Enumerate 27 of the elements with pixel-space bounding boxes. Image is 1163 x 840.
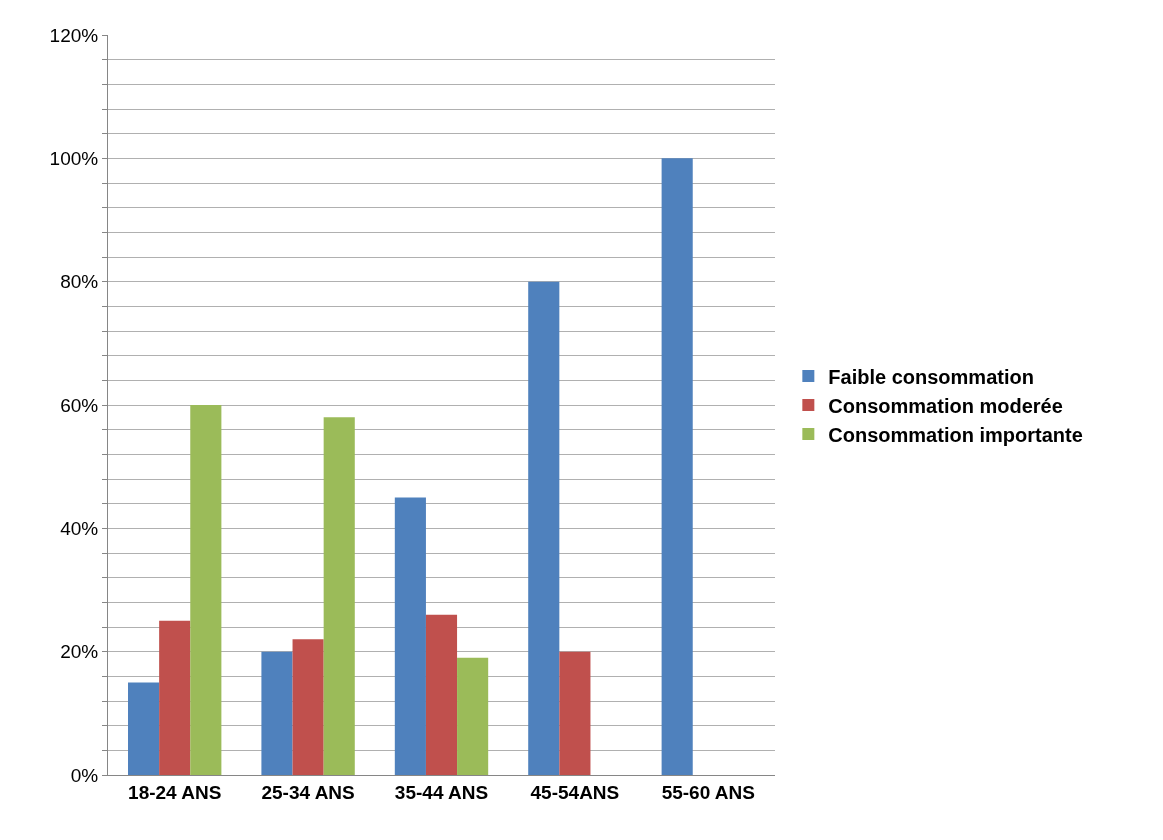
x-tick-label: 45-54ANS — [530, 781, 620, 803]
bar — [457, 657, 489, 775]
y-tick-label: 0% — [70, 764, 99, 786]
bar — [292, 639, 324, 775]
y-tick-label: 60% — [60, 394, 99, 416]
bar — [661, 158, 693, 775]
bar — [128, 682, 160, 775]
x-tick-label: 18-24 ANS — [128, 781, 222, 803]
legend-label: Consommation moderée — [828, 394, 1063, 417]
y-tick-label: 80% — [60, 271, 99, 293]
bar — [159, 620, 191, 775]
x-tick-label: 25-34 ANS — [261, 781, 355, 803]
bar — [528, 281, 560, 775]
y-tick-label: 40% — [60, 517, 99, 539]
bar — [323, 417, 355, 775]
y-tick-label: 100% — [49, 147, 99, 169]
y-tick-label: 20% — [60, 641, 99, 663]
bar — [559, 651, 591, 775]
bar — [190, 405, 222, 775]
x-tick-label: 55-60 ANS — [661, 781, 755, 803]
bar — [394, 497, 426, 775]
y-tick-label: 120% — [49, 24, 99, 46]
bar — [261, 651, 293, 775]
bar — [425, 614, 458, 775]
legend-label: Faible consommation — [828, 365, 1034, 388]
legend-label: Consommation importante — [828, 423, 1083, 446]
x-tick-label: 35-44 ANS — [394, 781, 489, 803]
